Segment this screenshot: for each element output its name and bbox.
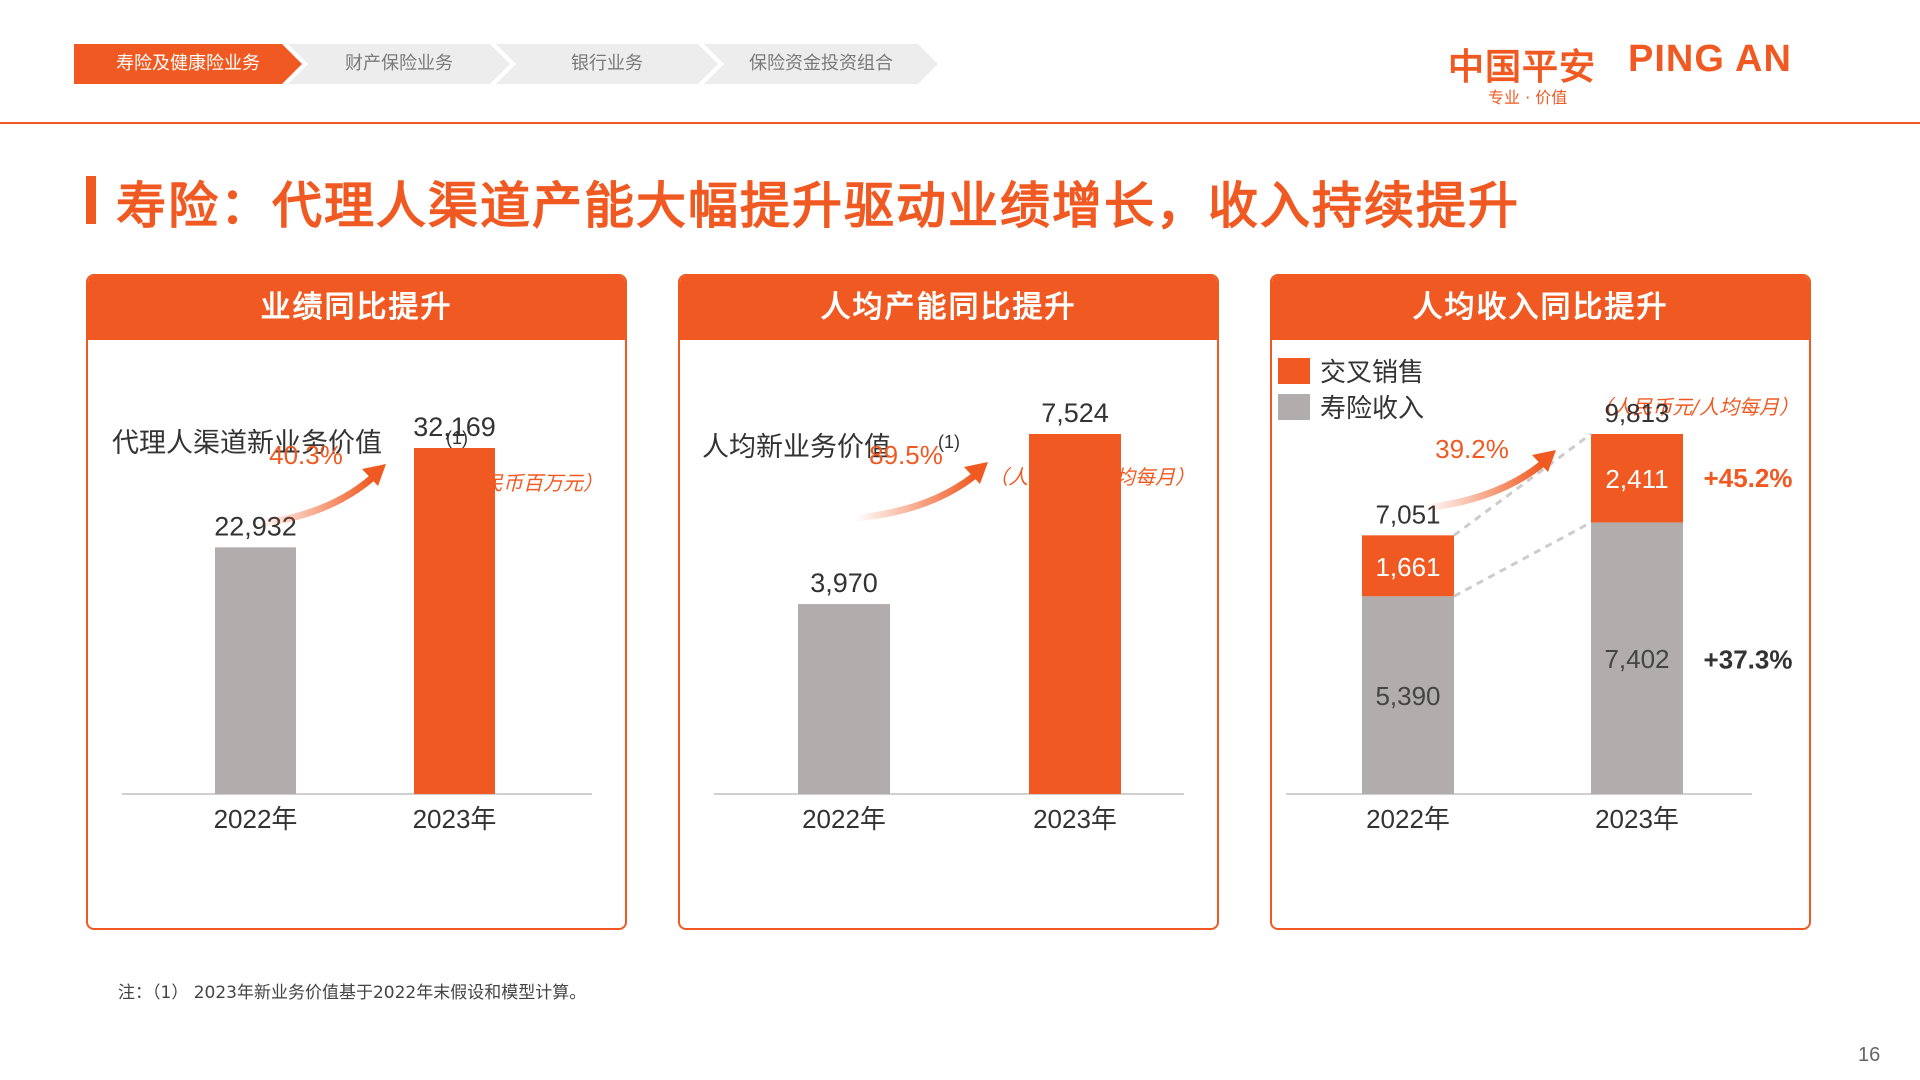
bar-value-label: 7,524	[1041, 398, 1109, 428]
legend-label: 寿险收入	[1320, 394, 1424, 424]
panel-header: 业绩同比提升	[88, 276, 625, 340]
ping-an-logo: 中国平安 PING AN 专业 · 价值	[1448, 38, 1818, 108]
bar-2022年	[215, 547, 296, 794]
segment-value-label: 1,661	[1375, 552, 1440, 582]
growth-arrow-line	[254, 474, 376, 528]
page-number: 16	[1858, 1044, 1881, 1066]
legend-swatch	[1278, 358, 1310, 384]
tab-life-health[interactable]: 寿险及健康险业务	[74, 44, 302, 84]
panel-income: 人均收入同比提升 交叉销售寿险收入 （人民币元/人均每月） 5,390 1,661 7,…	[1270, 274, 1811, 930]
connector-line	[1453, 521, 1592, 598]
segment-value-label: 5,390	[1375, 681, 1440, 711]
footnote: 注：（1） 2023年新业务价值基于2022年末假设和模型计算。	[118, 983, 587, 1003]
bar-value-label: 32,169	[413, 412, 496, 442]
chart-title: 人均新业务价值	[702, 432, 891, 463]
chart-title: 代理人渠道新业务价值	[112, 428, 382, 459]
bar-segment-cross-selling	[1591, 434, 1683, 523]
bar-2023年	[414, 448, 495, 794]
header-divider	[0, 122, 1920, 124]
change-label-life-income: +37.3%	[1704, 644, 1793, 674]
segment-value-label: 7,402	[1604, 644, 1669, 674]
panel-header: 人均收入同比提升	[1272, 276, 1809, 340]
segment-value-label: 2,411	[1605, 464, 1668, 494]
x-tick-label: 2022年	[214, 804, 298, 834]
x-tick-label: 2022年	[802, 804, 886, 834]
logo-cn-text: 中国平安	[1448, 47, 1597, 88]
growth-rate-label: 40.3%	[269, 440, 343, 470]
growth-arrow-line	[1420, 460, 1546, 512]
growth-rate-label: 89.5%	[869, 440, 943, 470]
x-tick-label: 2023年	[1033, 804, 1117, 834]
bar-segment-cross-selling	[1362, 535, 1454, 597]
growth-arrow-head	[964, 462, 988, 484]
logo-en-text: PING AN	[1628, 38, 1792, 80]
growth-arrow-head	[362, 464, 386, 486]
bar-2023年	[1029, 434, 1121, 794]
tab-banking[interactable]: 银行业务	[496, 44, 718, 84]
page-title: 寿险：代理人渠道产能大幅提升驱动业绩增长，收入持续提升	[116, 176, 1520, 235]
title-accent-bar	[86, 176, 96, 224]
chart-title-note: (1)	[446, 428, 468, 448]
legend-label: 交叉销售	[1320, 358, 1424, 388]
bar-segment-life-income	[1362, 596, 1454, 794]
chart-unit: （人民币元/人均每月）	[1592, 395, 1799, 419]
bar-2022年	[798, 604, 890, 794]
connector-line	[1453, 432, 1592, 537]
total-value-label: 9,813	[1604, 398, 1669, 428]
bar-segment-life-income	[1591, 522, 1683, 794]
nbv-per-agent-chart: 人均新业务价值(1)（人民币元/人均每月）3,9702022年7,5242023…	[702, 398, 1195, 834]
legend-swatch	[1278, 394, 1310, 420]
chart-title-note: (1)	[938, 432, 960, 452]
logo-tagline: 专业 · 价值	[1488, 88, 1568, 107]
bar-value-label: 3,970	[810, 568, 878, 598]
panel-performance: 业绩同比提升 代理人渠道新业务价值 (1) （人民币百万元） 22,932 2022年 3…	[86, 274, 627, 930]
change-label-cross-selling: +45.2%	[1704, 463, 1793, 493]
growth-arrow-line	[852, 472, 978, 522]
panel-productivity: 人均产能同比提升 人均新业务价值(1)（人民币元/人均每月）3,9702022年…	[678, 274, 1219, 930]
tab-property-casualty[interactable]: 财产保险业务	[288, 44, 510, 84]
x-tick-label: 2023年	[1595, 804, 1679, 834]
nbv-chart: 代理人渠道新业务价值 (1)（人民币百万元）22,9322022年32,16920…	[112, 412, 603, 834]
panel-header: 人均产能同比提升	[680, 276, 1217, 340]
growth-rate-label: 39.2%	[1435, 434, 1509, 464]
growth-arrow-head	[1532, 450, 1556, 472]
x-tick-label: 2022年	[1366, 804, 1450, 834]
x-tick-label: 2023年	[413, 804, 497, 834]
tab-investment-portfolio[interactable]: 保险资金投资组合	[704, 44, 938, 84]
